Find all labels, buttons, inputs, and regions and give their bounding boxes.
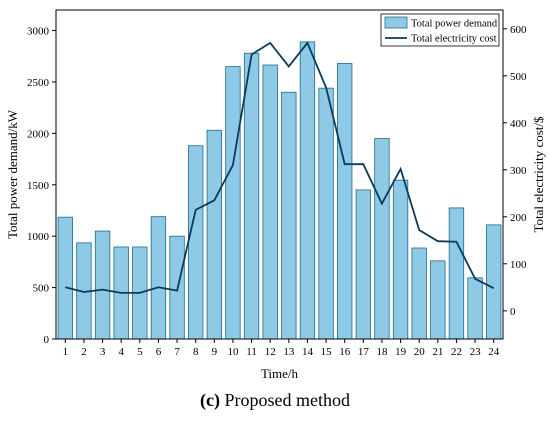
y-tick-label: 0 (44, 334, 50, 346)
bar-8 (188, 145, 204, 340)
y-axis-title: Total power demand/kW (5, 109, 20, 239)
x-tick-label: 22 (451, 346, 462, 358)
y-tick-label: 2500 (27, 77, 50, 89)
x-tick-label: 8 (193, 346, 199, 358)
y-tick-label: 1000 (27, 231, 50, 243)
bar-19 (392, 179, 409, 340)
x-tick-label: 1 (63, 346, 69, 358)
x-tick-label: 15 (321, 346, 333, 358)
x-tick-label: 16 (339, 346, 351, 358)
plot-frame (55, 9, 504, 340)
bar-24 (486, 224, 502, 340)
x-tick-label: 14 (302, 346, 314, 358)
y2-tick-label: 400 (510, 118, 527, 130)
bar-21 (430, 260, 446, 340)
y2-axis-title: Total electricity cost/$ (531, 116, 546, 233)
x-tick-label: 10 (227, 346, 239, 358)
y2-tick-label: 200 (510, 212, 527, 224)
bar-10 (225, 66, 241, 340)
legend-line-label: Total electricity cost (411, 34, 497, 45)
cost-line (65, 41, 495, 294)
y2-tick-label: 100 (510, 259, 527, 271)
x-tick-label: 5 (137, 346, 143, 358)
y2-tick-label: 500 (510, 71, 527, 83)
y2-tick-label: 600 (510, 24, 527, 36)
x-axis-title: Time/h (261, 366, 299, 381)
y-tick-label: 3000 (27, 26, 50, 38)
y2-tick-label: 300 (510, 165, 527, 177)
x-tick-label: 6 (156, 346, 162, 358)
bar-9 (206, 129, 222, 340)
bar-14 (299, 41, 316, 340)
y-tick-label: 2000 (27, 128, 50, 140)
caption-label: (c) (200, 390, 220, 410)
bar-3 (94, 230, 111, 340)
bar-11 (243, 52, 260, 340)
bar-20 (411, 247, 427, 340)
y-tick-label: 500 (33, 283, 50, 295)
x-tick-label: 7 (174, 346, 180, 358)
x-tick-label: 19 (395, 346, 407, 358)
bar-1 (57, 216, 73, 340)
bar-13 (281, 91, 297, 340)
bar-22 (448, 207, 465, 340)
x-tick-label: 12 (265, 346, 276, 358)
x-tick-label: 13 (283, 346, 295, 358)
bar-17 (355, 189, 371, 340)
legend-bar-label: Total power demand (411, 19, 498, 30)
bar-15 (318, 87, 334, 340)
x-tick-label: 2 (81, 346, 87, 358)
x-tick-label: 18 (376, 346, 388, 358)
bar-12 (262, 64, 278, 340)
x-tick-label: 20 (414, 346, 426, 358)
x-tick-label: 17 (358, 346, 370, 358)
x-tick-label: 11 (246, 346, 257, 358)
legend-bar-swatch (384, 16, 408, 29)
x-tick-label: 4 (118, 346, 124, 358)
y-tick-label: 1500 (27, 180, 50, 192)
bar-18 (374, 138, 390, 340)
bar-23 (467, 277, 483, 340)
x-tick-label: 21 (432, 346, 443, 358)
x-tick-label: 23 (470, 346, 482, 358)
bar-6 (150, 216, 167, 340)
bar-16 (337, 63, 353, 340)
x-tick-label: 9 (212, 346, 218, 358)
figure-caption: (c) Proposed method (0, 390, 550, 411)
x-tick-label: 3 (100, 346, 106, 358)
caption-text: Proposed method (224, 390, 350, 410)
x-tick-label: 24 (488, 346, 500, 358)
y2-tick-label: 0 (510, 306, 516, 318)
